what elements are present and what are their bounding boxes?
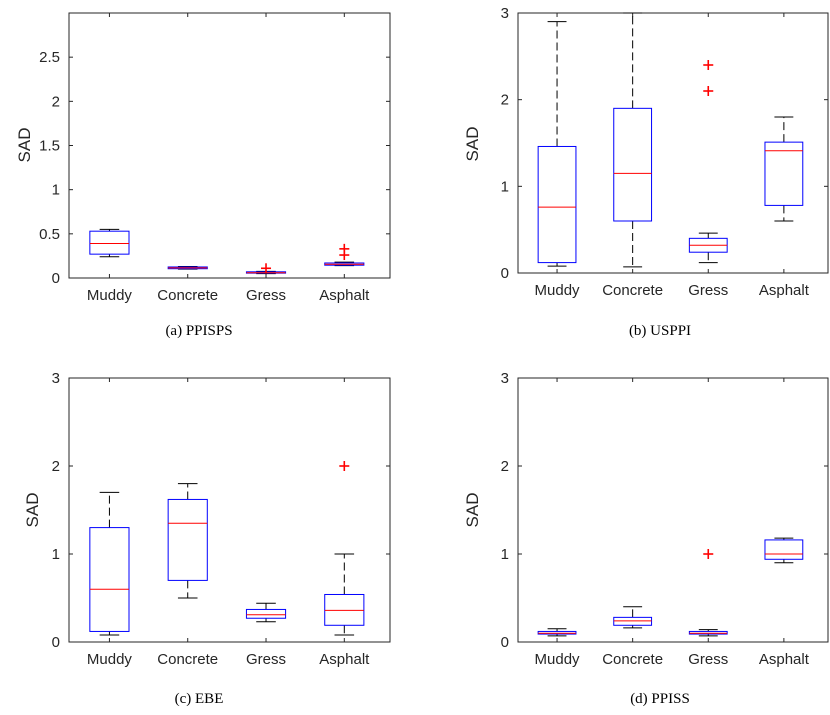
axes-frame [68,377,391,643]
box-concrete [613,12,653,268]
axes-frame [517,12,829,274]
y-tick-label: 3 [501,370,509,387]
x-tick-label: Gress [688,651,728,668]
x-tick-label: Gress [246,651,286,668]
y-tick-label: 1 [52,182,60,199]
panel-caption: (a) PPISPS [165,323,232,339]
panel-caption: (c) EBE [175,691,224,707]
x-tick-label: Gress [246,287,286,304]
box-iqr [245,608,287,619]
box-iqr [537,145,577,264]
x-tick-label: Asphalt [759,651,810,668]
y-tick-label: 3 [52,370,60,387]
outlier-marker [703,60,714,70]
box-muddy [537,628,577,637]
y-tick-label: 2.5 [39,49,60,66]
box-asphalt [324,243,365,267]
y-axis-label: SAD [23,493,42,528]
y-axis-label: SAD [463,493,482,528]
box-iqr [764,141,804,206]
box-concrete [167,483,208,599]
x-tick-label: Concrete [157,651,218,668]
panel-4: 0 1 2 3 SAD Muddy Concrete Gress Asphalt (d) PPIS… [463,370,829,707]
box-gress [688,549,728,637]
y-tick-label: 0 [52,270,60,287]
box-iqr [89,230,130,255]
outlier-marker [703,549,714,559]
y-tick-label: 1 [501,546,509,563]
box-iqr [764,539,804,560]
panel-2: 0 1 2 3 SAD Muddy Concrete Gress Asphalt (b) USPP… [463,5,829,339]
y-tick-label: 3 [501,5,509,22]
box-asphalt [764,537,804,564]
panel-caption: (d) PPISS [630,691,690,707]
y-tick-label: 1 [52,546,60,563]
y-tick-label: 2 [52,93,60,110]
x-tick-label: Concrete [602,651,663,668]
y-tick-label: 0 [501,634,509,651]
y-axis-label: SAD [15,128,34,163]
box-asphalt [764,116,804,222]
panel-1: 0 0.5 1 1.5 2 2.5 SAD Muddy Concrete Gress Asphalt… [15,12,391,339]
box-muddy [537,21,577,267]
box-concrete [167,266,208,270]
y-tick-label: 2 [501,458,509,475]
axes-frame [517,377,829,643]
x-tick-label: Muddy [535,282,581,299]
box-gress [688,60,728,264]
outlier-marker [339,243,350,254]
x-tick-label: Concrete [602,282,663,299]
outlier-marker [339,461,350,471]
outlier-marker [703,86,714,96]
x-tick-label: Asphalt [319,651,370,668]
y-tick-label: 0 [52,634,60,651]
box-gress [245,263,287,275]
y-axis-label: SAD [463,127,482,162]
panel-caption: (b) USPPI [629,323,691,339]
x-tick-label: Muddy [87,287,133,304]
box-iqr [167,498,208,581]
panel-3: 0 1 2 3 SAD Muddy Concrete Gress Asphalt (c) EBE [23,370,391,707]
box-muddy [89,491,130,636]
y-tick-label: 1.5 [39,138,60,155]
box-iqr [89,527,130,632]
y-tick-label: 1 [501,178,509,195]
x-tick-label: Muddy [535,651,581,668]
x-tick-label: Gress [688,282,728,299]
x-tick-label: Asphalt [319,287,370,304]
box-asphalt [324,461,365,636]
y-tick-label: 0.5 [39,226,60,243]
x-tick-label: Muddy [87,651,133,668]
y-tick-label: 2 [52,458,60,475]
x-tick-label: Asphalt [759,282,810,299]
y-tick-label: 2 [501,92,509,109]
outlier-marker [261,263,272,274]
box-muddy [89,228,130,258]
x-tick-label: Concrete [157,287,218,304]
box-gress [245,602,287,623]
box-iqr [613,107,653,222]
y-tick-label: 0 [501,265,509,282]
box-concrete [613,606,653,629]
